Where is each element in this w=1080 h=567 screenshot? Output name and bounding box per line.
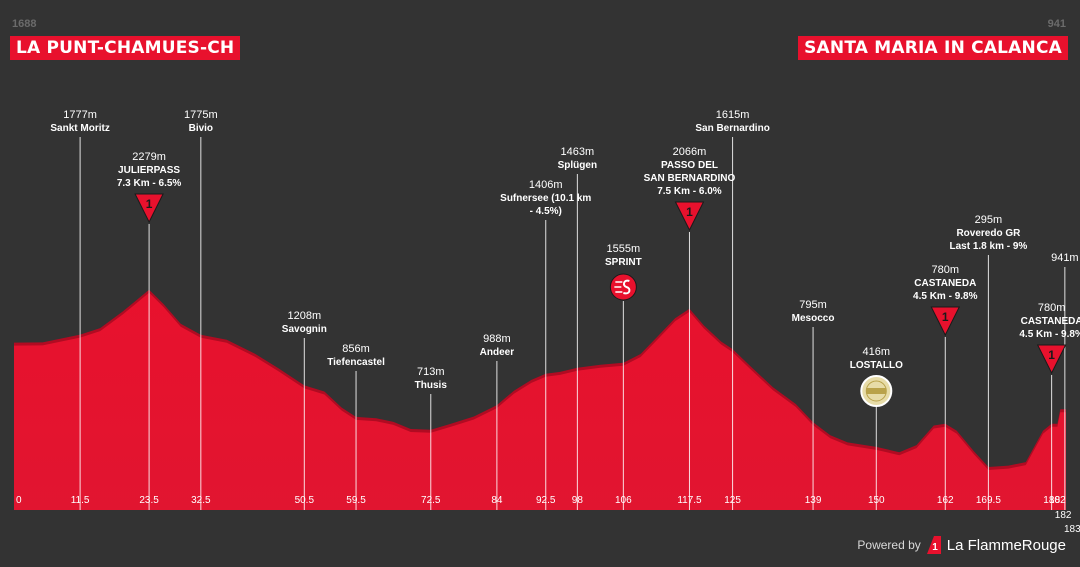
x-tick-label: 84 <box>491 495 503 506</box>
waypoint-label: CASTANEDA <box>914 278 976 289</box>
waypoint-label: Tiefencastel <box>327 357 385 368</box>
x-tick-label: 11.5 <box>71 495 90 506</box>
kom-marker-icon: 1 <box>1036 344 1067 375</box>
waypoint-label: Last 1.8 km - 9% <box>949 241 1027 252</box>
waypoint-label: Sankt Moritz <box>50 123 109 134</box>
waypoint-label: Savognin <box>282 324 327 335</box>
waypoint-altitude: 1777m <box>63 109 97 121</box>
waypoint-altitude: 780m <box>932 264 960 276</box>
x-tick-label: 72.5 <box>421 495 441 506</box>
waypoint-altitude: 2066m <box>673 146 707 158</box>
x-tick-label: 0 <box>16 495 22 506</box>
waypoint-label: Splügen <box>558 160 597 171</box>
flamme-rouge-logo-icon: 1 <box>926 536 941 554</box>
waypoint-altitude: 1463m <box>561 146 595 158</box>
end-altitude: 941 <box>1047 18 1066 30</box>
waypoint-altitude: 416m <box>863 346 891 358</box>
kom-marker-icon: 1 <box>674 201 705 232</box>
svg-text:1: 1 <box>146 197 153 211</box>
x-tick-label: 180 <box>1043 495 1060 506</box>
waypoint-label: 7.3 Km - 6.5% <box>117 178 182 189</box>
kom-marker-icon: 1 <box>134 193 164 224</box>
waypoint-altitude: 856m <box>342 343 370 355</box>
svg-text:1: 1 <box>942 310 949 324</box>
waypoint-label: Bivio <box>189 123 213 134</box>
waypoint-label: PASSO DEL <box>661 160 718 171</box>
end-location-title: SANTA MARIA IN CALANCA <box>798 36 1068 60</box>
waypoint-altitude: 1406m <box>529 179 563 191</box>
start-location-title: LA PUNT-CHAMUES-CH <box>10 36 241 60</box>
x-tick-label: 150 <box>868 495 885 506</box>
kom-marker-icon: 1 <box>930 306 961 337</box>
start-altitude: 1688 <box>12 18 37 30</box>
x-tick-label: 182 <box>1049 495 1066 506</box>
brand-name: La FlammeRouge <box>946 536 1066 554</box>
x-tick-label: 32.5 <box>191 495 211 506</box>
waypoint-altitude: 713m <box>417 366 445 378</box>
waypoint-label: - 4.5%) <box>530 206 562 217</box>
waypoint-label: Andeer <box>480 347 515 358</box>
waypoint-altitude: 795m <box>799 299 827 311</box>
x-tick-label: 92.5 <box>536 495 556 506</box>
footer-credit: Powered by 1 La FlammeRouge <box>857 536 1066 554</box>
waypoint-label: 4.5 Km - 9.8% <box>1019 329 1080 340</box>
svg-text:1: 1 <box>932 542 938 553</box>
waypoint-label: CASTANEDA <box>1021 316 1080 327</box>
waypoint-label: 4.5 Km - 9.8% <box>913 291 978 302</box>
waypoint-label: SPRINT <box>605 257 642 268</box>
waypoint-altitude: 295m <box>975 214 1003 226</box>
x-tick-label: 182 <box>1055 510 1072 521</box>
svg-text:1: 1 <box>686 205 693 219</box>
waypoint-label: Thusis <box>415 380 448 391</box>
x-tick-label: 183 <box>1064 524 1080 535</box>
waypoint-altitude: 2279m <box>132 151 166 163</box>
x-tick-label: 50.5 <box>295 495 315 506</box>
waypoint-label: Mesocco <box>792 313 835 324</box>
x-tick-label: 162 <box>937 495 954 506</box>
waypoint-label: Roveredo GR <box>956 228 1021 239</box>
sprint-marker-icon <box>609 273 637 301</box>
powered-by-text: Powered by <box>857 538 921 552</box>
waypoint-altitude: 1775m <box>184 109 218 121</box>
waypoint-altitude: 1615m <box>716 109 750 121</box>
x-tick-label: 169.5 <box>976 495 1001 506</box>
bonus-sprint-icon <box>860 375 893 407</box>
waypoint-label: LOSTALLO <box>850 360 903 371</box>
x-tick-label: 125 <box>724 495 741 506</box>
waypoint-label: Sufnersee (10.1 km <box>500 193 591 204</box>
x-tick-label: 106 <box>615 495 632 506</box>
waypoint-altitude: 941m <box>1051 252 1079 264</box>
waypoint-altitude: 1555m <box>607 243 641 255</box>
waypoint-altitude: 780m <box>1038 302 1066 314</box>
x-tick-label: 59.5 <box>346 495 366 506</box>
waypoint-label: JULIERPASS <box>118 165 180 176</box>
elevation-profile <box>14 292 1066 510</box>
svg-text:1: 1 <box>1048 348 1055 362</box>
x-tick-label: 139 <box>805 495 822 506</box>
waypoint-altitude: 1208m <box>287 310 321 322</box>
x-tick-label: 98 <box>572 495 584 506</box>
x-tick-label: 117.5 <box>677 495 702 506</box>
waypoint-label: SAN BERNARDINO <box>644 173 736 184</box>
waypoint-label: 7.5 Km - 6.0% <box>657 186 722 197</box>
waypoint-label: San Bernardino <box>695 123 769 134</box>
x-tick-label: 23.5 <box>139 495 159 506</box>
waypoint-altitude: 988m <box>483 333 511 345</box>
